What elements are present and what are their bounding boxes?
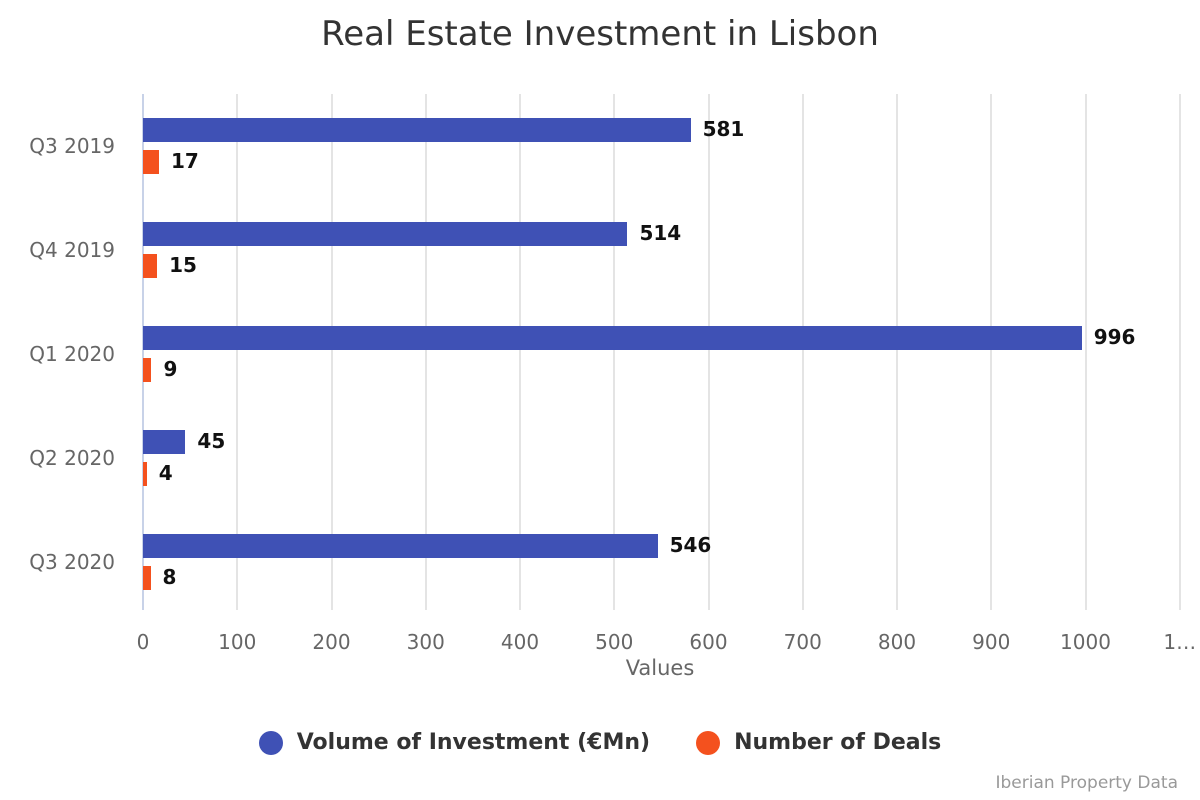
- data-label: 15: [169, 253, 197, 277]
- data-label: 17: [171, 149, 199, 173]
- deals-dot-icon: [696, 730, 721, 755]
- x-tick-label: 800: [877, 630, 917, 654]
- grid-line: [613, 94, 616, 610]
- legend-item-deals[interactable]: Number of Deals: [696, 730, 941, 755]
- deals-bar[interactable]: [143, 358, 152, 382]
- category-label: Q1 2020: [29, 342, 115, 366]
- grid-line: [801, 94, 804, 610]
- credit-text: Iberian Property Data: [995, 773, 1178, 793]
- data-label: 546: [669, 533, 712, 557]
- category-label: Q2 2020: [29, 446, 115, 470]
- x-tick-label: 400: [500, 630, 540, 654]
- category-label: Q4 2019: [29, 238, 115, 262]
- x-tick-label: 1…: [1163, 630, 1197, 654]
- data-label: 45: [197, 429, 226, 453]
- grid-line: [1084, 94, 1087, 610]
- deals-bar[interactable]: [143, 254, 158, 278]
- data-label: 8: [162, 565, 177, 589]
- volume-bar[interactable]: [143, 222, 628, 246]
- x-tick-label: 700: [783, 630, 822, 654]
- deals-bar[interactable]: [143, 566, 151, 590]
- grid-line: [990, 94, 993, 610]
- grid-line: [896, 94, 898, 610]
- legend: Volume of Investment (€Mn) Number of Dea…: [0, 730, 1200, 755]
- grid-line: [330, 94, 333, 610]
- x-tick-label: 100: [218, 630, 257, 654]
- legend-label: Number of Deals: [734, 730, 942, 755]
- grid-line: [519, 94, 521, 610]
- category-label: Q3 2019: [29, 134, 115, 158]
- legend-label: Volume of Investment (€Mn): [296, 730, 651, 755]
- volume-bar[interactable]: [143, 534, 658, 558]
- legend-item-volume[interactable]: Volume of Investment (€Mn): [258, 730, 651, 755]
- chart-title: Real Estate Investment in Lisbon: [321, 14, 879, 54]
- x-tick-label: 500: [595, 630, 634, 654]
- grid-line: [236, 94, 239, 610]
- x-tick-label: 1000: [1060, 630, 1111, 654]
- y-axis-line: [142, 94, 144, 610]
- x-tick-label: 900: [972, 630, 1011, 654]
- volume-bar[interactable]: [143, 326, 1082, 350]
- deals-bar[interactable]: [143, 462, 147, 486]
- x-tick-label: 0: [136, 630, 150, 654]
- category-label: Q3 2020: [29, 550, 115, 574]
- grid-line: [707, 94, 710, 610]
- x-tick-label: 300: [406, 630, 445, 654]
- volume-bar[interactable]: [143, 118, 691, 142]
- data-label: 4: [158, 461, 173, 485]
- grid-line: [424, 94, 427, 610]
- grid-line: [1178, 94, 1181, 610]
- x-tick-label: 200: [312, 630, 351, 654]
- x-tick-label: 600: [689, 630, 728, 654]
- x-axis-label: Values: [625, 656, 695, 680]
- data-label: 996: [1093, 325, 1136, 349]
- data-label: 581: [702, 117, 745, 141]
- volume-dot-icon: [258, 730, 283, 755]
- volume-bar[interactable]: [143, 430, 186, 454]
- data-label: 9: [163, 357, 178, 381]
- data-label: 514: [639, 221, 682, 245]
- plot-area: Q3 2019 581 17 Q4 2019 514 15 Q1 2020 996 9 Q2 20…: [29, 94, 1183, 610]
- deals-bar[interactable]: [143, 150, 160, 174]
